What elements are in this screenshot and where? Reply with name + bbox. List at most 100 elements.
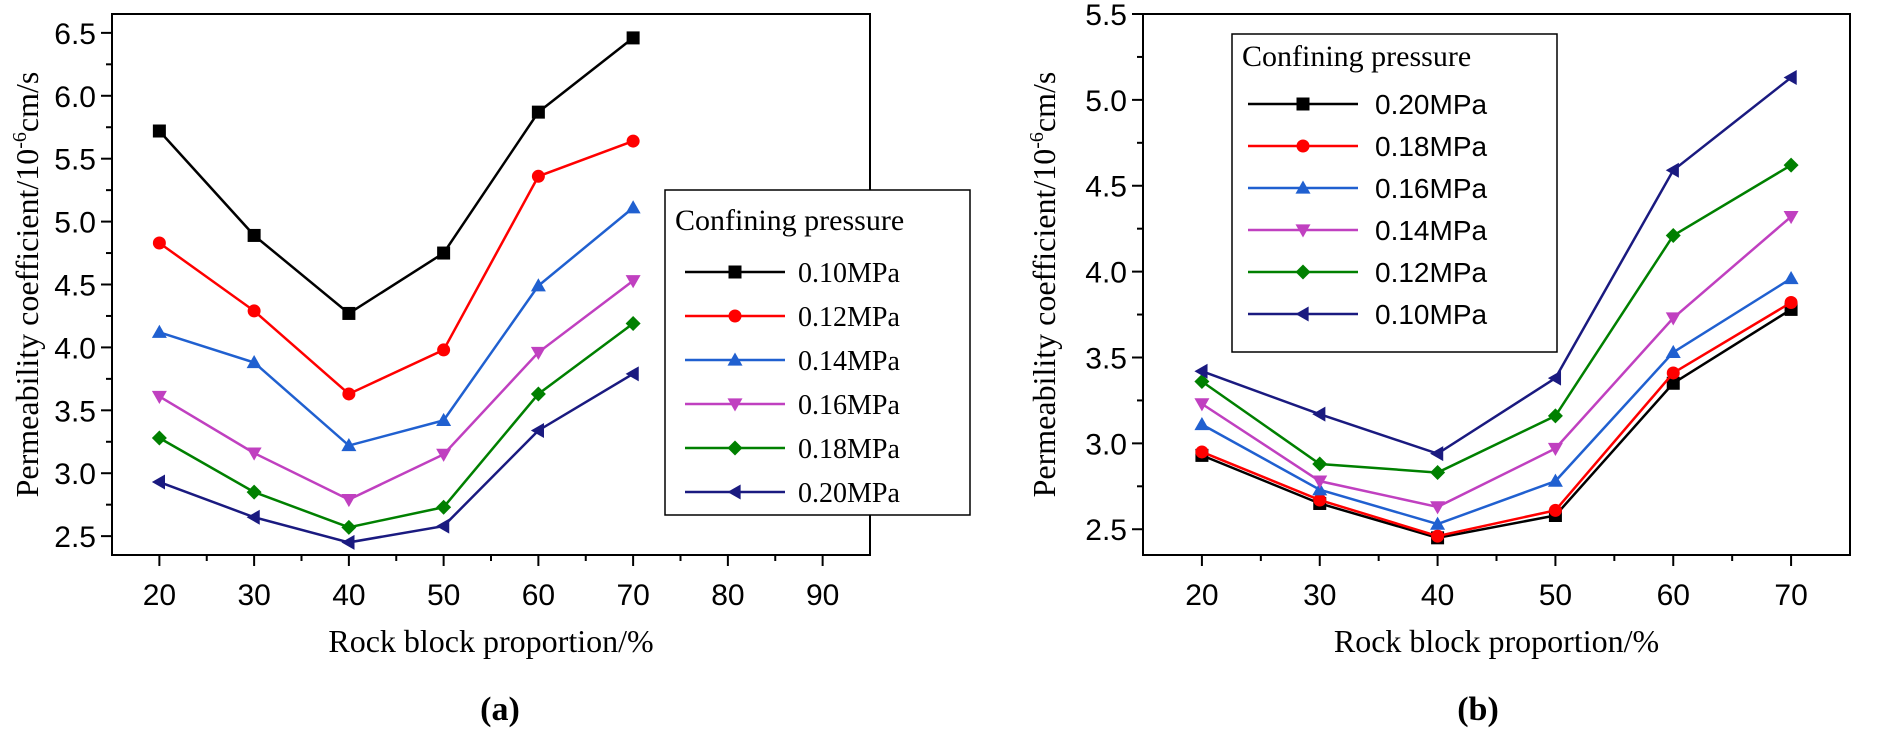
y-axis-title: Permeability coefficient/10-6cm/s (9, 72, 45, 498)
data-point (1194, 416, 1210, 431)
data-point (1430, 516, 1446, 530)
data-point (151, 474, 165, 490)
y-tick-label: 5.0 (54, 207, 96, 240)
data-point (625, 200, 641, 214)
legend-entry: 0.14MPa (1248, 215, 1487, 246)
series-line (1201, 215, 1792, 509)
y-tick-label: 5.5 (1085, 0, 1127, 32)
legend-label: 0.12MPa (1375, 257, 1487, 288)
y-axis-title: Permeability coefficient/10-6cm/s (1026, 72, 1062, 498)
series-0.16MPa (151, 275, 641, 508)
series-line (158, 322, 634, 529)
x-axis-title: Rock block proportion/% (328, 623, 653, 659)
y-tick-label: 5.0 (1085, 85, 1127, 118)
x-tick-label: 70 (616, 579, 649, 612)
series-0.18MPa (151, 316, 641, 535)
legend-label: 0.14MPa (798, 346, 900, 377)
legend-label: 0.16MPa (1375, 173, 1487, 204)
data-point (1313, 493, 1327, 507)
data-point (1665, 344, 1681, 358)
legend-entry: 0.10MPa (1248, 299, 1487, 330)
data-point (341, 438, 357, 452)
data-point (531, 169, 545, 183)
data-point (1312, 406, 1326, 422)
y-axis-title-prefix: Permeability coefficient/10 (9, 149, 45, 498)
data-point (531, 105, 545, 119)
legend-entry: 0.16MPa (685, 390, 900, 421)
data-point (1665, 228, 1681, 244)
legend-marker (1295, 264, 1311, 280)
series-line (158, 36, 634, 315)
legend-marker (727, 398, 743, 412)
y-axis-title-sup: -6 (9, 132, 31, 149)
data-point (436, 499, 452, 515)
series-line (158, 139, 634, 396)
data-point (1666, 376, 1680, 390)
x-tick-label: 30 (237, 579, 270, 612)
y-axis-title-sup: -6 (1026, 132, 1048, 149)
x-tick-label: 50 (427, 579, 460, 612)
x-tick-label: 40 (1421, 579, 1454, 612)
y-axis-title-suffix: cm/s (1026, 72, 1062, 132)
data-point (1783, 157, 1799, 173)
legend-label: 0.18MPa (1375, 131, 1487, 162)
series-0.16MPa (1194, 270, 1799, 530)
data-point (437, 246, 451, 260)
legend-label: 0.18MPa (798, 434, 900, 465)
x-tick-label: 20 (143, 579, 176, 612)
x-tick-label: 80 (711, 579, 744, 612)
y-axis-title-prefix: Permeability coefficient/10 (1026, 149, 1062, 498)
y-tick-label: 5.5 (54, 144, 96, 177)
x-tick-label: 60 (1657, 579, 1690, 612)
data-point (246, 447, 262, 461)
x-axis-title: Rock block proportion/% (1334, 623, 1659, 659)
y-tick-label: 3.0 (54, 458, 96, 491)
data-point (1784, 296, 1798, 310)
legend-marker (1295, 306, 1309, 322)
data-point (437, 343, 451, 357)
series-0.18MPa (1195, 296, 1798, 543)
legend-box (1231, 33, 1558, 353)
data-point (1783, 211, 1799, 225)
series-0.12MPa (1194, 157, 1799, 481)
data-point (530, 346, 546, 360)
data-point (341, 494, 357, 508)
data-point (530, 422, 544, 438)
legend-label: 0.20MPa (1375, 89, 1487, 120)
legend-entry: 0.12MPa (685, 302, 900, 333)
legend-entry: 0.10MPa (685, 258, 900, 289)
chart-panel-a: 20 30 40 50 60 70 80 90 2.5 3.0 3.5 4.0 4.5 5.0 5.5 6.0… (9, 13, 971, 728)
series-0.10MPa (152, 31, 640, 320)
data-point (247, 304, 261, 318)
legend-marker (1295, 180, 1311, 194)
legend-marker (728, 265, 742, 279)
x-tick-label: 60 (522, 579, 555, 612)
data-point (1431, 529, 1445, 543)
data-point (1783, 70, 1797, 86)
data-point (342, 387, 356, 401)
legend-marker (1296, 97, 1310, 111)
data-point (1547, 370, 1562, 386)
panel-label: (a) (480, 691, 520, 728)
y-tick-label: 4.0 (54, 332, 96, 365)
legend-marker (727, 440, 743, 456)
data-point (342, 306, 356, 320)
x-tick-label: 70 (1774, 579, 1807, 612)
legend-marker (1296, 139, 1310, 153)
y-tick-label: 2.5 (1085, 514, 1127, 547)
legend-entry: 0.18MPa (685, 434, 900, 465)
data-point (1194, 374, 1210, 390)
series-0.14MPa (151, 200, 641, 452)
data-point (151, 324, 167, 338)
series-line (1201, 301, 1792, 538)
legend-entry: 0.20MPa (1248, 89, 1487, 120)
y-tick-label: 4.0 (1085, 257, 1127, 290)
data-point (1666, 366, 1680, 380)
legend-marker (727, 352, 743, 366)
series-line (1201, 76, 1792, 456)
data-point (246, 355, 262, 369)
y-tick-label: 2.5 (54, 521, 96, 554)
x-tick-label: 20 (1185, 579, 1218, 612)
legend-entry: 0.16MPa (1248, 173, 1487, 204)
